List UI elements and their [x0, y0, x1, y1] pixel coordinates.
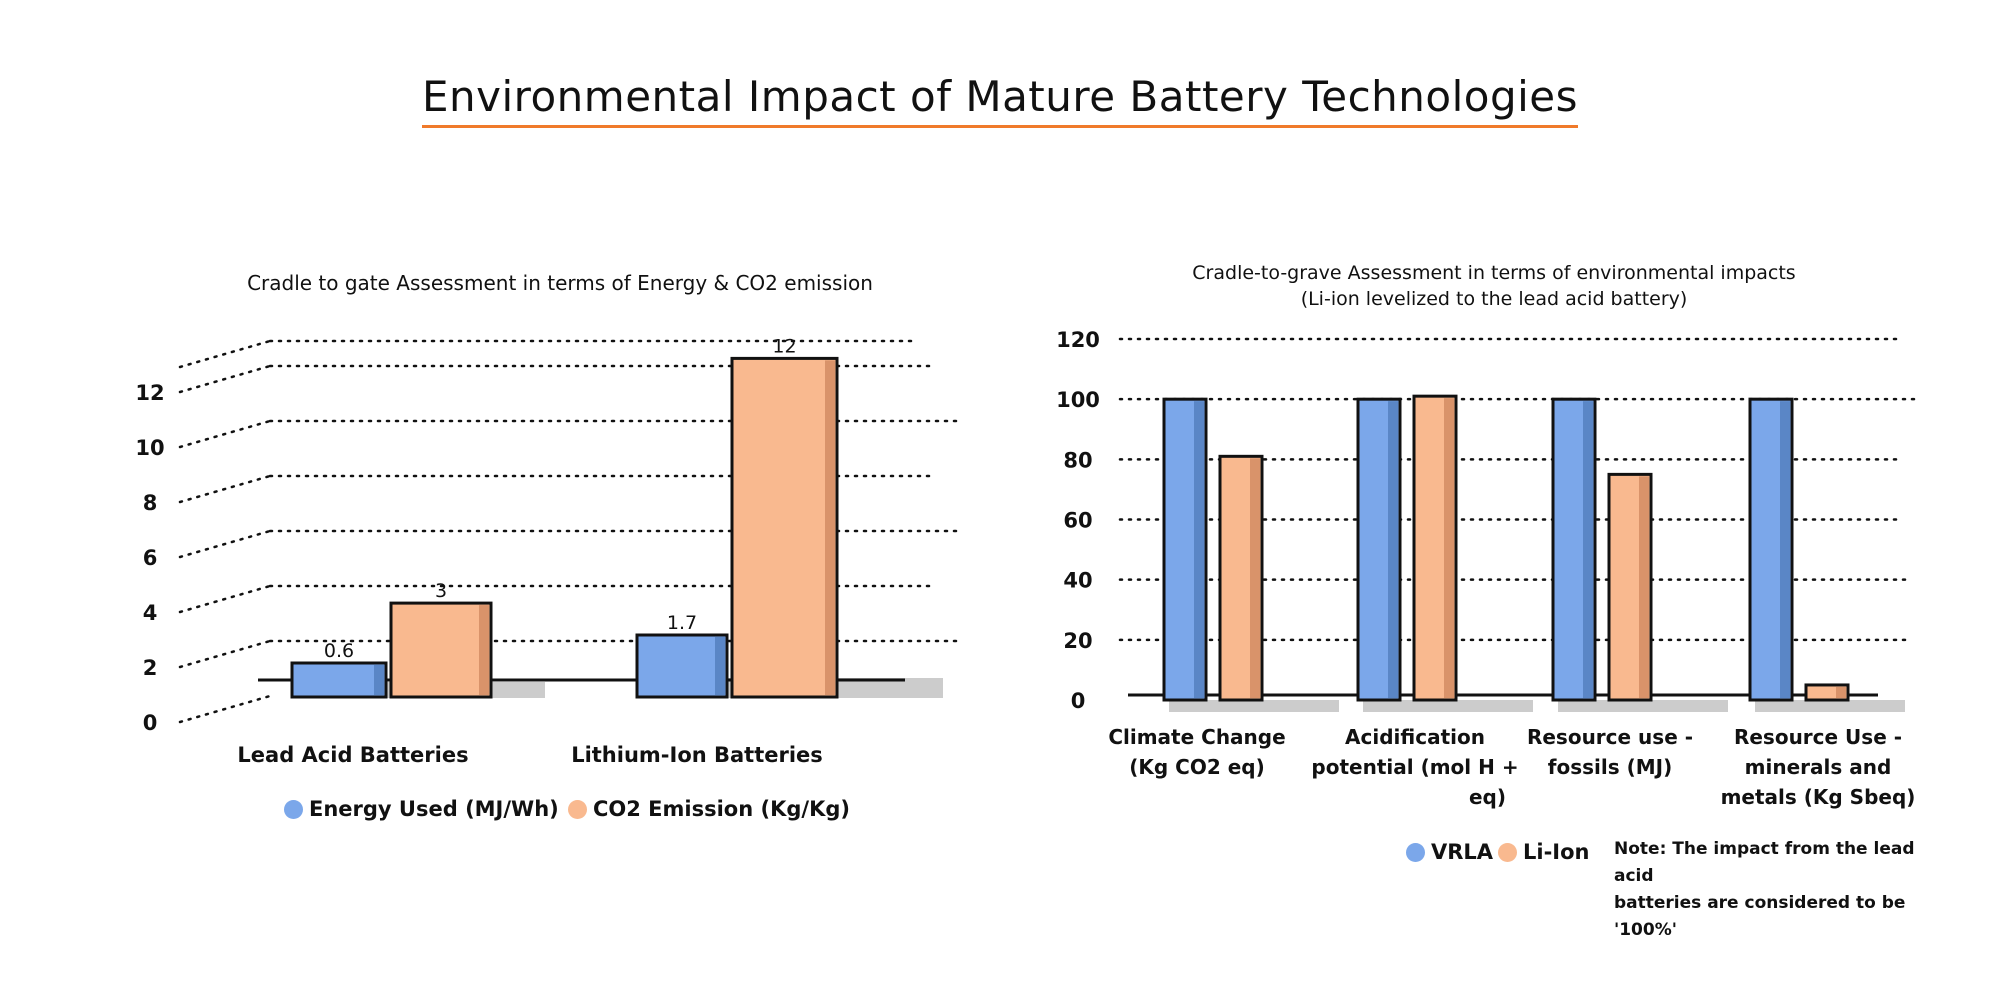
chart1-category-label: Lithium-Ion Batteries — [571, 743, 823, 767]
chart1-bar-co2 — [730, 356, 839, 699]
chart1-title: Cradle to gate Assessment in terms of En… — [247, 271, 873, 295]
chart2-bar-liion-side — [1444, 398, 1454, 698]
chart1-bar-co2-body — [730, 356, 839, 699]
chart2-bar-vrla — [1551, 397, 1597, 702]
chart2-ytick-label: 20 — [1063, 629, 1092, 653]
chart2-ytick-label: 60 — [1063, 509, 1092, 533]
chart2-category-label: metals (Kg Sbeq) — [1721, 785, 1916, 809]
chart1-perspective-line — [178, 639, 272, 669]
chart2-bar-liion-side — [1639, 476, 1649, 698]
chart2-subtitle: (Li-ion levelized to the lead acid batte… — [1301, 288, 1688, 310]
note-line-2: batteries are considered to be '100%' — [1614, 893, 1906, 940]
chart1-perspective-line — [178, 419, 272, 449]
chart2-category-label: Resource use - — [1527, 725, 1693, 749]
chart2-bar-shadow — [1169, 700, 1339, 712]
chart2-bar-vrla — [1162, 397, 1208, 702]
chart2-bar-liion-side — [1250, 458, 1260, 698]
chart2-ytick-label: 80 — [1063, 448, 1092, 472]
legend-label-energy: Energy Used (MJ/Wh) — [309, 797, 559, 821]
note-line-1: Note: The impact from the lead acid — [1614, 839, 1915, 886]
chart1-ytick-label: 12 — [135, 381, 164, 405]
chart2-bar-liion — [1412, 394, 1458, 702]
chart1-bar-energy — [635, 633, 729, 699]
chart1-perspective-line — [178, 584, 272, 614]
legend-swatch-vrla — [1406, 842, 1425, 862]
chart2-category-label: minerals and — [1745, 755, 1892, 779]
legend-label-co2: CO2 Emission (Kg/Kg) — [593, 797, 850, 821]
chart1-ytick-label: 8 — [143, 491, 158, 515]
legend-label-vrla: VRLA — [1431, 840, 1494, 864]
chart1-ytick-label: 4 — [143, 601, 158, 625]
chart1-bar-energy-body — [290, 661, 388, 699]
chart2-bar-vrla-side — [1583, 401, 1593, 698]
legend-liion: Li-Ion — [1498, 840, 1590, 864]
chart2-bar-liion — [1607, 472, 1653, 702]
legend-energy: Energy Used (MJ/Wh) — [284, 797, 559, 821]
chart1-bar-co2-body — [389, 601, 493, 699]
chart2-bar-shadow — [1363, 700, 1533, 712]
chart1-data-label: 3 — [435, 580, 447, 602]
chart1-perspective-line — [178, 364, 272, 394]
chart1-bar-energy-side — [374, 665, 384, 695]
chart1-ytick-label: 2 — [143, 656, 158, 680]
legend-co2: CO2 Emission (Kg/Kg) — [568, 797, 850, 821]
chart1-data-label: 12 — [772, 335, 796, 357]
legend-swatch-co2 — [568, 799, 587, 819]
chart1-perspective-line — [178, 529, 272, 559]
chart1-perspective-line — [178, 694, 272, 724]
chart2-bar-shadow — [1558, 700, 1728, 712]
chart1-category-label: Lead Acid Batteries — [237, 743, 468, 767]
chart2-bar-liion — [1804, 683, 1850, 702]
legend-label-liion: Li-Ion — [1523, 840, 1590, 864]
chart2-bar-vrla-side — [1194, 401, 1204, 698]
chart2-ytick-label: 40 — [1063, 569, 1092, 593]
chart2-category-label: Acidification — [1345, 725, 1485, 749]
chart2-ytick-label: 100 — [1056, 388, 1100, 412]
chart2-category-label: (Kg CO2 eq) — [1129, 755, 1265, 779]
chart2-category-label: Climate Change — [1108, 725, 1285, 749]
chart1-ytick-label: 6 — [143, 546, 158, 570]
chart1-data-label: 1.7 — [667, 612, 697, 634]
legend-swatch-liion — [1498, 842, 1517, 862]
chart2-bar-liion — [1218, 454, 1264, 702]
chart1-ytick-label: 10 — [135, 436, 164, 460]
chart2-bar-vrla-side — [1780, 401, 1790, 698]
chart2-ytick-label: 120 — [1056, 328, 1100, 352]
chart2-ytick-label: 0 — [1071, 689, 1086, 713]
chart2-bar-liion-side — [1836, 686, 1846, 698]
legend-swatch-energy — [284, 799, 303, 819]
chart1-perspective-line — [178, 474, 272, 504]
chart1-bar-energy-body — [635, 633, 729, 699]
main-title: Environmental Impact of Mature Battery T… — [0, 72, 2000, 128]
chart1-bar-energy-side — [715, 637, 725, 695]
chart2-category-label: eq) — [1469, 785, 1506, 809]
chart1-bar-co2-side — [825, 360, 835, 695]
chart2-category-label: Resource Use - — [1734, 725, 1902, 749]
chart1-bar-energy — [290, 661, 388, 699]
chart1-data-label: 0.6 — [324, 640, 354, 662]
chart2-bar-vrla-side — [1388, 401, 1398, 698]
chart2-title: Cradle-to-grave Assessment in terms of e… — [1192, 262, 1795, 284]
chart2-category-label: fossils (MJ) — [1548, 755, 1672, 779]
legend-vrla: VRLA — [1406, 840, 1493, 864]
chart2-category-label: potential (mol H + — [1311, 755, 1518, 779]
chart2-bar-shadow — [1755, 700, 1905, 712]
note-text: Note: The impact from the lead acid batt… — [1614, 836, 1954, 944]
chart2-bar-vrla — [1748, 397, 1794, 702]
chart1-perspective-line — [178, 339, 272, 369]
chart1-bar-co2 — [389, 601, 493, 699]
chart2-bar-vrla — [1356, 397, 1402, 702]
chart1-bar-co2-side — [479, 605, 489, 695]
chart1-ytick-label: 0 — [143, 711, 158, 735]
